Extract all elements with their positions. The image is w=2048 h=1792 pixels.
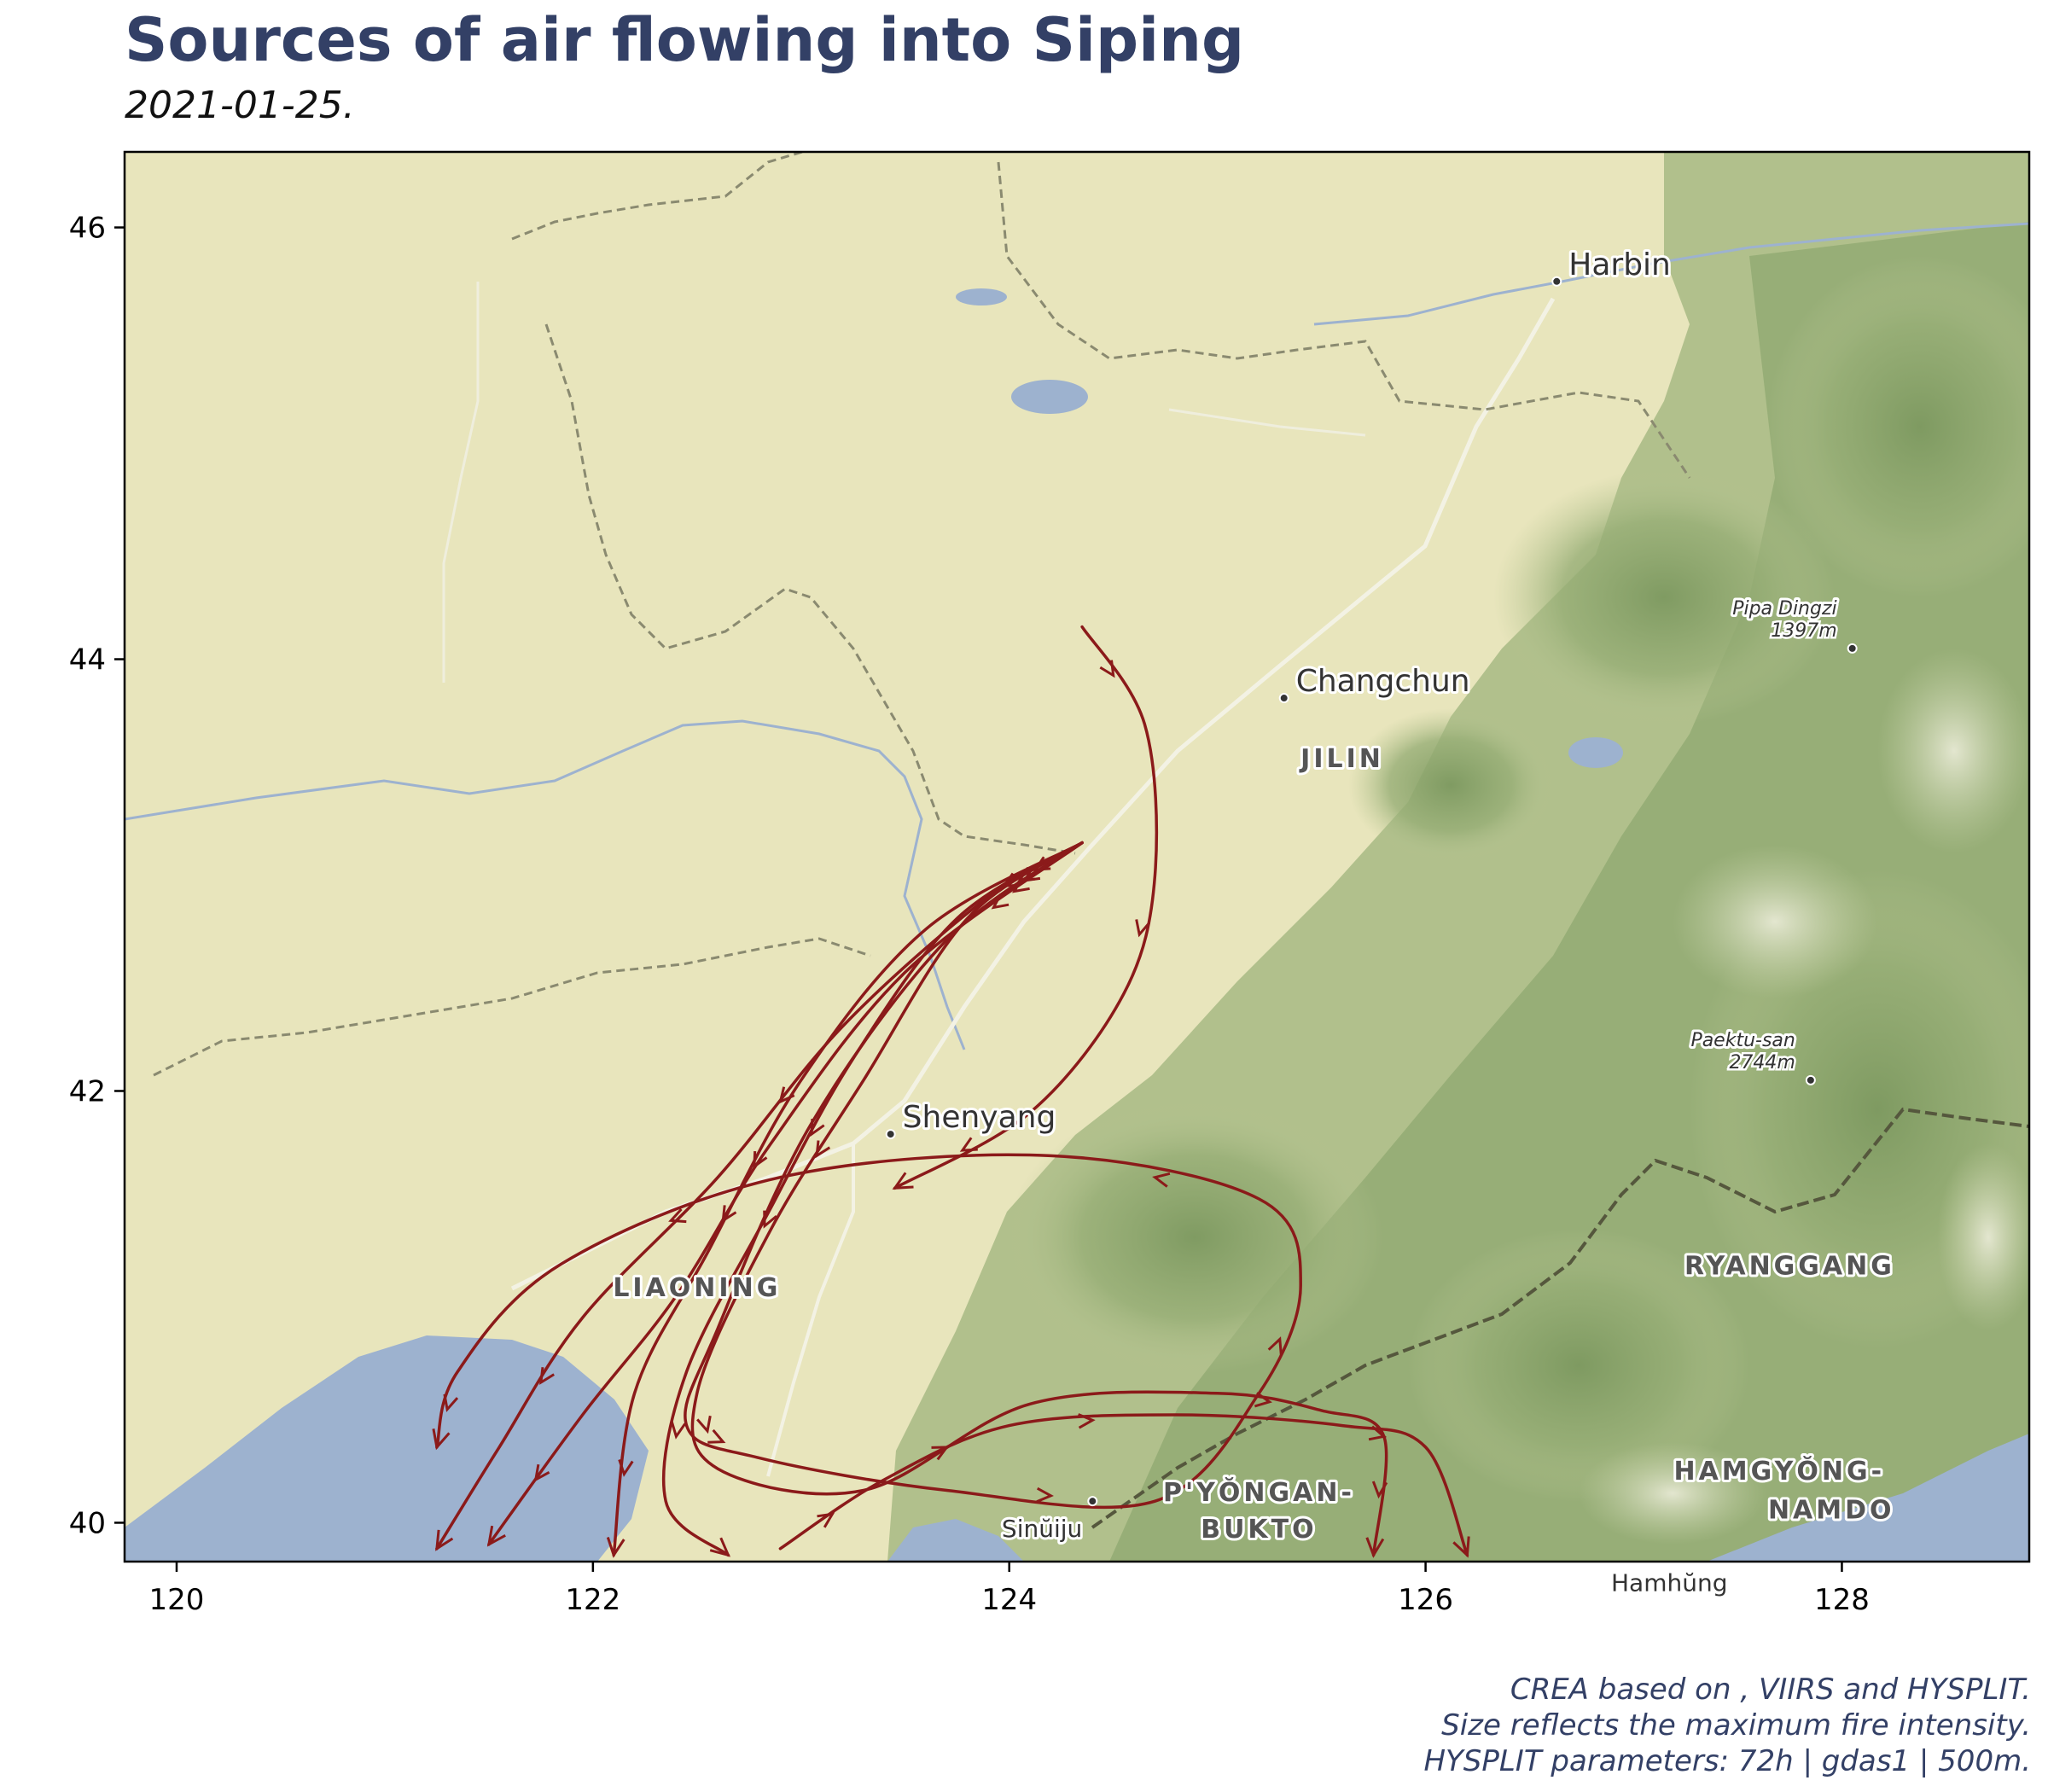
- trajectory-arrow: [539, 1367, 555, 1385]
- y-tick-label: 40: [69, 1506, 106, 1540]
- road: [766, 1143, 855, 1477]
- east-sea: [1707, 1434, 2029, 1562]
- trajectory-end-arrow: [892, 1172, 914, 1190]
- yellow-sea: [887, 1519, 1024, 1562]
- x-tick-label: 124: [981, 1583, 1037, 1617]
- x-tick-label: 120: [149, 1583, 205, 1617]
- y-tick-label: 42: [69, 1074, 106, 1108]
- caption-size-note: Size reflects the maximum fire intensity…: [1441, 1708, 2031, 1743]
- trajectory-arrow: [763, 1210, 777, 1229]
- page-subtitle: 2021-01-25.: [125, 84, 355, 127]
- trajectory-arrow: [1099, 660, 1115, 678]
- trajectory-line: [893, 625, 1159, 1190]
- place-dot-harbin: [1551, 276, 1562, 287]
- river: [125, 719, 966, 1050]
- trajectory-arrow: [1011, 876, 1030, 893]
- trajectory-arrow: [618, 1459, 634, 1477]
- country-border: [1091, 1107, 2029, 1529]
- trajectory-arrow: [668, 1207, 687, 1224]
- trajectory-arrow: [443, 1393, 459, 1412]
- basemap: [125, 152, 2029, 1562]
- trajectory-arrow: [1368, 1425, 1388, 1441]
- place-label-jilin: JILIN: [1299, 744, 1384, 774]
- trajectory-arrow: [670, 1421, 686, 1440]
- trajectory-end-arrow: [606, 1537, 625, 1558]
- caption-parameters: HYSPLIT parameters: 72h | gdas1 | 500m.: [1423, 1744, 2031, 1778]
- trajectory-arrow: [959, 1137, 978, 1152]
- trajectory-arrow: [991, 893, 1009, 910]
- trajectory-line: [690, 841, 1388, 1557]
- place-label-namdo: NAMDO: [1768, 1495, 1895, 1525]
- trajectory-line: [778, 1413, 1469, 1557]
- place-label-pipa-dingzi: Pipa Dingzi: [1732, 598, 1836, 620]
- trajectory-arrow: [1152, 1172, 1171, 1188]
- y-tick-label: 44: [69, 643, 106, 678]
- province-border: [544, 323, 1076, 855]
- trajectory-arrow: [1254, 1392, 1272, 1408]
- trajectory-arrow: [696, 1415, 712, 1434]
- trajectory-end-arrow: [709, 1537, 731, 1557]
- trajectory-arrow: [1371, 1481, 1388, 1499]
- place-label-bukto: BUKTO: [1201, 1515, 1317, 1545]
- place-label-shenyang: Shenyang: [903, 1100, 1056, 1135]
- plot-frame: [123, 150, 2031, 1563]
- x-tick-label: 122: [565, 1583, 620, 1617]
- lake: [1568, 737, 1623, 768]
- trajectory-arrow: [817, 1512, 835, 1528]
- place-label-changchun: Changchun: [1296, 664, 1470, 699]
- trajectory-arrow: [1135, 919, 1151, 938]
- province-border: [511, 152, 803, 241]
- x-tick-label: 128: [1814, 1583, 1870, 1617]
- trajectory-arrow: [815, 1140, 831, 1159]
- place-dot-shenyang: [885, 1129, 896, 1140]
- trajectory-end-arrow: [1452, 1536, 1470, 1558]
- place-label-ryanggang: RYANGGANG: [1684, 1252, 1895, 1282]
- place-dot-paektu-san: [1805, 1074, 1816, 1085]
- x-tick-label: 126: [1398, 1583, 1453, 1617]
- province-border: [997, 161, 1691, 479]
- axis-layer: 120 122 124 126 128 40 42 44 46: [69, 212, 1870, 1617]
- page-title: Sources of air flowing into Siping: [125, 5, 1245, 75]
- trajectory-end-arrow: [486, 1525, 506, 1547]
- road: [1168, 408, 1366, 437]
- road: [442, 282, 480, 683]
- place-label-hamh-ng: Hamhŭng: [1611, 1568, 1728, 1597]
- trajectory-line: [612, 841, 1084, 1557]
- place-dot-pipa-dingzi: [1847, 643, 1858, 654]
- place-label-sin-iju: Sinŭiju: [1002, 1515, 1082, 1543]
- y-tick-label: 46: [69, 212, 106, 246]
- trajectory-arrow: [1078, 1413, 1096, 1429]
- trajectory-arrow: [1036, 1487, 1054, 1504]
- trajectory-arrow: [533, 1463, 550, 1482]
- place-label-harbin: Harbin: [1568, 247, 1671, 282]
- province-border: [153, 937, 871, 1077]
- trajectory-line: [435, 841, 1084, 1551]
- place-label-paektu-san: Paektu-san: [1690, 1030, 1795, 1051]
- place-dot-changchun: [1278, 693, 1289, 704]
- trajectory-arrow: [753, 1151, 768, 1170]
- trajectory-end-arrow: [432, 1428, 451, 1451]
- peak-elevation-pipa-dingzi: 1397m: [1771, 620, 1836, 642]
- place-dot-sin-iju: [1087, 1496, 1098, 1507]
- trajectory-layer: [432, 625, 1470, 1558]
- caption-source: CREA based on , VIIRS and HYSPLIT.: [1510, 1673, 2031, 1707]
- trajectory-end-arrow: [1365, 1537, 1385, 1558]
- place-label-liaoning: LIAONING: [613, 1273, 781, 1303]
- place-label-hamgy-ng: HAMGYŎNG-: [1673, 1455, 1885, 1487]
- river: [1313, 222, 2029, 326]
- place-layer: Harbin Changchun Shenyang Sinŭiju JILIN LIAON…: [610, 245, 1895, 1600]
- trajectory-end-arrow: [435, 1529, 454, 1551]
- trajectory-arrow: [1267, 1336, 1283, 1355]
- peak-elevation-paektu-san: 2744m: [1729, 1052, 1795, 1073]
- trajectory-line: [661, 841, 1084, 1557]
- lake: [1011, 380, 1088, 414]
- trajectory-line: [435, 841, 1302, 1510]
- trajectory-arrow: [1022, 866, 1041, 882]
- lake: [956, 288, 1007, 305]
- place-label-p-y-ngan: P'YŎNGAN-: [1163, 1476, 1355, 1508]
- trajectory-arrow: [707, 1428, 726, 1444]
